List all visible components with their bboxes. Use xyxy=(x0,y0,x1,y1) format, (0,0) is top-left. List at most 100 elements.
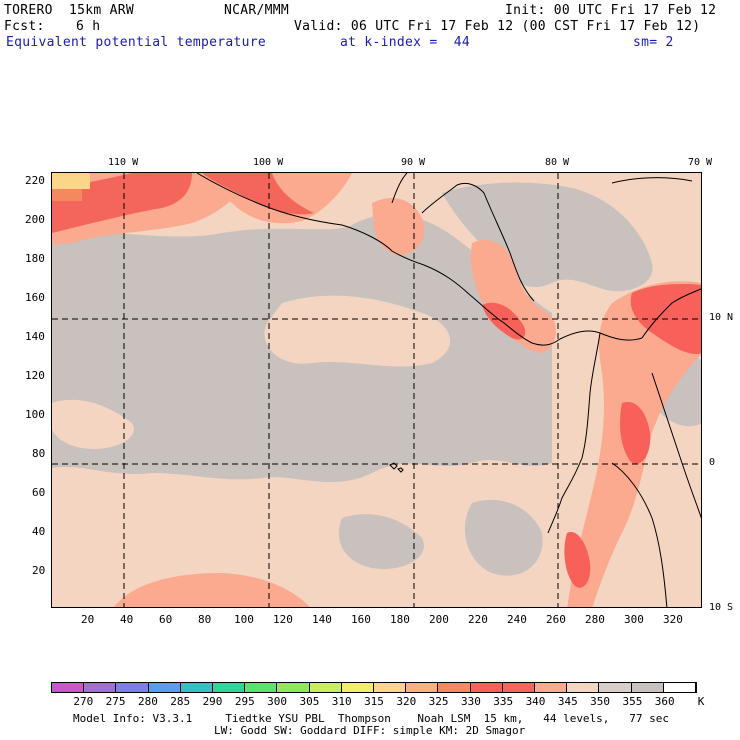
red-costa-rica xyxy=(482,302,526,340)
lat-label-0: 0 xyxy=(709,457,716,468)
yellow-corner xyxy=(52,173,90,189)
warm-patch-west xyxy=(52,399,134,449)
organization: NCAR/MMM xyxy=(224,3,290,18)
y-tick-140: 140 xyxy=(25,330,45,343)
salmon-guatemala xyxy=(372,198,425,255)
colorbar-label: 275 xyxy=(105,695,126,708)
x-tick-160: 160 xyxy=(351,613,371,626)
field-name: Equivalent potential temperature xyxy=(6,35,267,50)
warm-tongue-region xyxy=(264,295,451,367)
y-tick-160: 160 xyxy=(25,291,45,304)
colorbar-swatch xyxy=(148,683,181,692)
peru-border xyxy=(611,462,668,607)
central-america-coastline xyxy=(423,264,561,346)
yucatan-coastline xyxy=(421,182,485,214)
y-tick-20: 20 xyxy=(32,564,46,577)
lon-label-70w: 70 W xyxy=(688,157,713,168)
colorbar-swatch xyxy=(438,683,471,692)
colorbar-swatch xyxy=(502,683,536,692)
lon-label-80w: 80 W xyxy=(545,157,570,168)
model-title: TORERO 15km ARW xyxy=(4,3,135,18)
gray-patch-se xyxy=(464,499,543,576)
y-tick-220: 220 xyxy=(25,174,45,187)
colorbar-label: 325 xyxy=(428,695,449,708)
x-tick-20: 20 xyxy=(81,613,95,626)
red-mexico-coast xyxy=(202,173,314,215)
colorbar-label: 335 xyxy=(493,695,514,708)
colorbar-label: 270 xyxy=(73,695,94,708)
y-tick-40: 40 xyxy=(32,525,46,538)
valid-time: Valid: 06 UTC Fri 17 Feb 12 (00 CST Fri … xyxy=(294,19,701,34)
x-tick-40: 40 xyxy=(120,613,134,626)
colorbar-swatch xyxy=(663,683,697,692)
colorbar-label: 340 xyxy=(525,695,546,708)
x-tick-240: 240 xyxy=(507,613,527,626)
x-tick-260: 260 xyxy=(546,613,566,626)
salmon-south-band xyxy=(113,573,310,607)
colorbar-label: 285 xyxy=(170,695,191,708)
vertical-level: at k-index = 44 xyxy=(340,35,471,50)
venezuela-coastline xyxy=(641,288,701,339)
model-info-line-2: LW: Godd SW: Goddard DIFF: simple KM: 2D… xyxy=(214,724,526,737)
lon-label-100w: 100 W xyxy=(253,157,284,168)
colorbar-label: 315 xyxy=(364,695,384,708)
y-tick-180: 180 xyxy=(25,252,45,265)
x-tick-300: 300 xyxy=(624,613,644,626)
y-tick-120: 120 xyxy=(25,369,45,382)
colorbar-swatch xyxy=(84,683,117,692)
forecast-value: 6 h xyxy=(76,19,101,34)
model-info-line-1: Model Info: V3.3.1 Tiedtke YSU PBL Thomp… xyxy=(73,712,670,725)
colorbar-swatch xyxy=(374,683,407,692)
colorbar-label: 305 xyxy=(299,695,320,708)
colorbar-swatch xyxy=(277,683,310,692)
gray-caribbean xyxy=(442,182,653,292)
colorbar-label: 290 xyxy=(202,695,223,708)
colorbar-label: 355 xyxy=(622,695,643,708)
colorbar-swatch xyxy=(213,683,246,692)
colorbar-label: 300 xyxy=(267,695,288,708)
x-tick-140: 140 xyxy=(312,613,332,626)
cuba-coastline xyxy=(611,177,693,184)
colorbar-swatch xyxy=(631,683,664,692)
gray-patch-south xyxy=(338,514,424,569)
colorbar-swatch xyxy=(567,683,600,692)
x-tick-180: 180 xyxy=(390,613,410,626)
x-tick-80: 80 xyxy=(198,613,212,626)
colorbar-label: 310 xyxy=(331,695,352,708)
colorbar-unit: K xyxy=(697,695,705,708)
lat-label-10s: 10 S xyxy=(709,602,734,613)
colorbar-label: 360 xyxy=(654,695,675,708)
x-tick-220: 220 xyxy=(468,613,488,626)
theta-e-field-map xyxy=(52,173,701,607)
smoothing: sm= 2 xyxy=(633,35,674,50)
x-tick-120: 120 xyxy=(273,613,293,626)
x-tick-100: 100 xyxy=(234,613,254,626)
lon-label-90w: 90 W xyxy=(401,157,426,168)
colorbar-label: 295 xyxy=(234,695,255,708)
red-andes-colombia xyxy=(620,402,651,464)
colorbar-swatch xyxy=(180,683,214,692)
caribbean-coastline xyxy=(483,192,535,302)
colorbar-swatch xyxy=(116,683,149,692)
forecast-label: Fcst: xyxy=(4,19,45,34)
mexico-coastline xyxy=(196,173,425,266)
lat-label-10n: 10 N xyxy=(709,312,734,323)
colorbar-label: 350 xyxy=(590,695,611,708)
init-time: Init: 00 UTC Fri 17 Feb 12 xyxy=(505,3,717,18)
red-peru xyxy=(564,532,591,588)
colorbar xyxy=(51,682,697,693)
map-panel xyxy=(51,172,702,608)
colorbar-label: 280 xyxy=(137,695,158,708)
coastline xyxy=(196,173,701,607)
colorbar-swatch xyxy=(406,683,439,692)
y-tick-60: 60 xyxy=(32,486,46,499)
lon-label-110w: 110 W xyxy=(108,157,139,168)
x-tick-200: 200 xyxy=(429,613,449,626)
x-tick-60: 60 xyxy=(159,613,173,626)
salmon-central-america xyxy=(470,239,557,353)
andes-border xyxy=(651,372,701,519)
colorbar-label: 345 xyxy=(557,695,578,708)
orange-corner xyxy=(52,189,82,201)
colorbar-label: 330 xyxy=(460,695,481,708)
y-tick-200: 200 xyxy=(25,213,45,226)
